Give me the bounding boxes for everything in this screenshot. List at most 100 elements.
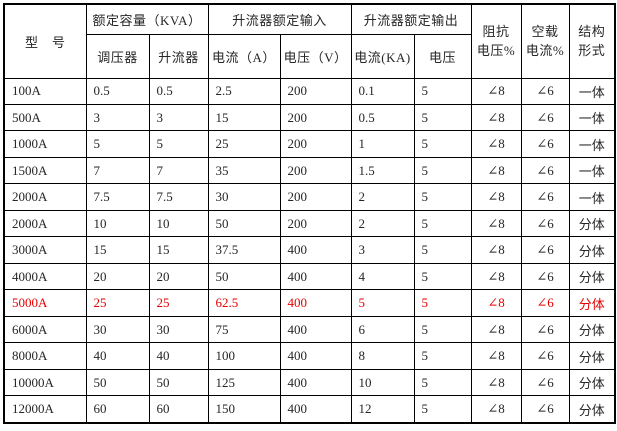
value-cell: 一体 [568, 77, 616, 105]
transformer-spec-sheet: 型 号 额定容量（KVA） 升流器额定输入 升流器额定输出 阻抗 电压% 空载 … [0, 3, 617, 431]
value-cell: 4 [350, 262, 415, 291]
header-structure-line1: 结构 [578, 24, 606, 40]
value-cell: 分体 [568, 262, 616, 291]
model-cell: 1500A [3, 156, 87, 185]
value-cell: 10 [148, 209, 209, 238]
value-cell: 400 [279, 262, 352, 291]
value-cell: 200 [279, 156, 352, 185]
value-cell: 10 [350, 368, 415, 397]
value-cell: 7 [148, 156, 209, 185]
model-cell: 2000A [3, 209, 87, 238]
model-cell: 500A [3, 103, 87, 132]
value-cell: 一体 [568, 156, 616, 185]
value-cell: ∠6 [520, 103, 570, 132]
value-cell: 分体 [568, 236, 616, 264]
value-cell: 5 [413, 342, 472, 370]
value-cell: 7 [85, 156, 150, 185]
value-cell: 10 [85, 209, 150, 238]
header-structure-type: 结构 形式 [568, 3, 616, 79]
value-cell: 60 [148, 395, 209, 424]
table-row: 12000A 60 60 150 400 12 5 ∠8 ∠6 分体 [3, 395, 616, 424]
value-cell: 5 [413, 156, 472, 185]
value-cell: 7.5 [85, 183, 150, 211]
value-cell: 5 [413, 130, 472, 158]
value-cell: 一体 [568, 130, 616, 158]
value-cell: 400 [279, 368, 352, 397]
value-cell: 一体 [568, 103, 616, 132]
value-cell: 60 [85, 395, 150, 424]
header-impedance-line1: 阻抗 [482, 24, 510, 40]
value-cell: 200 [279, 130, 352, 158]
value-cell: 25 [207, 130, 281, 158]
table-row: 10000A 50 50 125 400 10 5 ∠8 ∠6 分体 [3, 368, 616, 397]
table-row: 500A 3 3 15 200 0.5 5 ∠8 ∠6 一体 [3, 103, 616, 132]
model-cell: 12000A [3, 395, 87, 424]
value-cell: 150 [207, 395, 281, 424]
value-cell: 30 [85, 315, 150, 344]
value-cell: ∠8 [470, 262, 522, 291]
value-cell: ∠8 [470, 315, 522, 344]
value-cell: 5 [413, 395, 472, 424]
value-cell: 40 [148, 342, 209, 370]
value-cell: ∠6 [520, 395, 570, 424]
value-cell: 25 [85, 289, 150, 317]
value-cell: ∠6 [520, 130, 570, 158]
value-cell: 3 [148, 103, 209, 132]
value-cell: 12 [350, 395, 415, 424]
value-cell: 一体 [568, 183, 616, 211]
value-cell: 3 [350, 236, 415, 264]
value-cell: 125 [207, 368, 281, 397]
value-cell: 分体 [568, 315, 616, 344]
value-cell: 50 [207, 262, 281, 291]
model-cell: 8000A [3, 342, 87, 370]
header-input-voltage: 电压（V） [279, 33, 352, 79]
header-rated-capacity: 额定容量（KVA） [85, 3, 209, 35]
value-cell: 15 [207, 103, 281, 132]
value-cell: 5 [148, 130, 209, 158]
value-cell: 5 [413, 103, 472, 132]
value-cell: 7.5 [148, 183, 209, 211]
model-cell: 4000A [3, 262, 87, 291]
header-impedance-line2: 电压% [476, 43, 516, 59]
value-cell: 200 [279, 209, 352, 238]
value-cell: 0.5 [350, 103, 415, 132]
value-cell: 5 [413, 368, 472, 397]
value-cell: 400 [279, 342, 352, 370]
value-cell: 分体 [568, 395, 616, 424]
model-cell: 2000A [3, 183, 87, 211]
header-model: 型 号 [3, 3, 87, 79]
value-cell: 分体 [568, 209, 616, 238]
model-cell: 6000A [3, 315, 87, 344]
value-cell: 50 [207, 209, 281, 238]
table-row: 6000A 30 30 75 400 6 5 ∠8 ∠6 分体 [3, 315, 616, 344]
value-cell: 5 [413, 77, 472, 105]
value-cell: ∠8 [470, 368, 522, 397]
spec-table: 型 号 额定容量（KVA） 升流器额定输入 升流器额定输出 阻抗 电压% 空载 … [3, 3, 617, 424]
value-cell: ∠8 [470, 156, 522, 185]
value-cell: 5 [413, 315, 472, 344]
value-cell: 400 [279, 289, 352, 317]
table-row: 2000A 10 10 50 200 2 5 ∠8 ∠6 分体 [3, 209, 616, 238]
table-row: 4000A 20 20 50 400 4 5 ∠8 ∠6 分体 [3, 262, 616, 291]
table-row: 5000A 25 25 62.5 400 5 5 ∠8 ∠6 分体 [3, 289, 616, 317]
value-cell: 20 [85, 262, 150, 291]
value-cell: 5 [413, 262, 472, 291]
value-cell: 200 [279, 77, 352, 105]
value-cell: 25 [148, 289, 209, 317]
header-impedance-voltage: 阻抗 电压% [470, 3, 522, 79]
header-rated-input: 升流器额定输入 [207, 3, 352, 35]
value-cell: 3 [85, 103, 150, 132]
header-structure-line2: 形式 [578, 43, 606, 59]
value-cell: 5 [413, 183, 472, 211]
table-row: 8000A 40 40 100 400 8 5 ∠8 ∠6 分体 [3, 342, 616, 370]
header-no-load-current: 空载 电流% [520, 3, 570, 79]
header-row-sub: 调压器 升流器 电流（A） 电压（V） 电流(KA) 电压 [4, 33, 615, 79]
value-cell: 40 [85, 342, 150, 370]
model-cell: 1000A [3, 130, 87, 158]
table-row: 3000A 15 15 37.5 400 3 5 ∠8 ∠6 分体 [3, 236, 616, 264]
value-cell: 37.5 [207, 236, 281, 264]
value-cell: 100 [207, 342, 281, 370]
header-no-load-line2: 电流% [525, 43, 565, 59]
value-cell: 0.1 [350, 77, 415, 105]
value-cell: 2.5 [207, 77, 281, 105]
